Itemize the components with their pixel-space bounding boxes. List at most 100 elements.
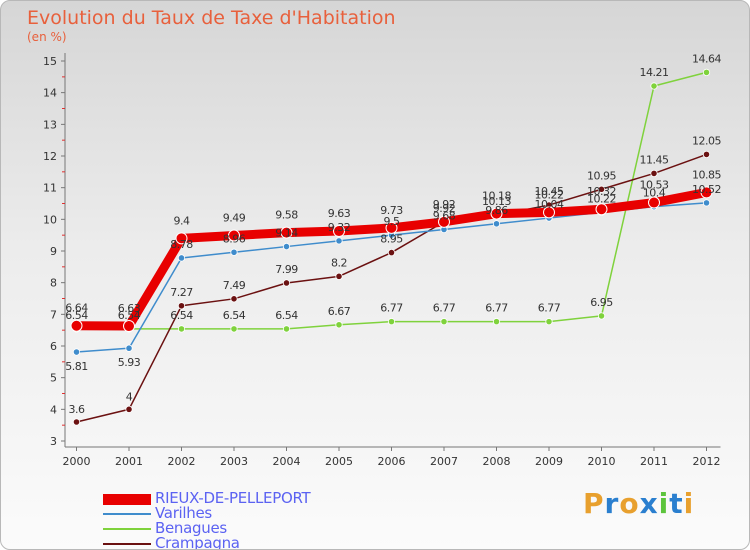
x-tick-label: 2012	[693, 455, 721, 468]
data-label: 6.77	[485, 302, 508, 315]
data-label: 9.68	[433, 209, 456, 222]
proxiti-logo: Proxiti	[583, 487, 694, 520]
x-tick-label: 2007	[430, 455, 458, 468]
data-point	[597, 312, 606, 320]
data-point	[335, 321, 343, 329]
data-label: 6.54	[118, 309, 141, 322]
x-tick-label: 2009	[535, 455, 563, 468]
data-label: 10.4	[643, 187, 666, 200]
y-tick-label: 12	[43, 150, 57, 163]
data-point	[125, 344, 133, 352]
data-label: 6.63	[118, 302, 141, 315]
y-tick-label: 9	[50, 245, 57, 258]
data-point	[702, 199, 711, 207]
data-label: 12.05	[692, 134, 721, 147]
chart-subtitle: (en %)	[27, 30, 67, 44]
legend-swatch	[103, 493, 151, 505]
data-point	[650, 82, 658, 90]
chart-title: Evolution du Taux de Taxe d'Habitation	[27, 7, 396, 29]
data-label: 8.95	[380, 233, 403, 246]
data-label: 7.99	[275, 263, 298, 276]
data-point-rieux	[280, 226, 293, 239]
x-tick-label: 2010	[588, 455, 616, 468]
data-point-rieux	[648, 196, 660, 209]
y-tick-label: 11	[43, 182, 57, 195]
data-point	[387, 248, 396, 257]
data-point	[282, 242, 291, 251]
data-point	[230, 295, 238, 303]
data-point-rieux	[70, 319, 83, 332]
data-label: 3.6	[69, 403, 85, 416]
y-tick-label: 5	[50, 372, 57, 385]
x-tick-label: 2001	[115, 455, 143, 468]
data-label: 7.27	[170, 286, 193, 299]
data-label: 8.78	[170, 238, 193, 251]
legend-label: Varilhes	[155, 504, 212, 522]
data-label: 9.5	[384, 215, 400, 228]
data-point	[597, 185, 606, 193]
data-label: 7.49	[223, 279, 246, 292]
data-label: 10.85	[692, 168, 721, 181]
data-label: 6.54	[65, 309, 88, 322]
data-label: 6.54	[275, 309, 298, 322]
data-label: 10.53	[640, 179, 669, 192]
x-tick-label: 2005	[325, 455, 353, 468]
y-tick-label: 14	[43, 87, 57, 100]
y-tick-label: 10	[43, 213, 57, 226]
data-label: 10.32	[587, 185, 616, 198]
x-tick-label: 2003	[220, 455, 248, 468]
logo-letter: i	[683, 487, 695, 520]
legend-item-0: RIEUX-DE-PELLEPORT	[103, 489, 363, 509]
data-label: 6.77	[433, 302, 456, 315]
x-tick-label: 2000	[63, 455, 91, 468]
data-point	[125, 405, 133, 413]
data-label: 9.49	[223, 211, 246, 224]
data-label: 10.13	[482, 195, 511, 208]
data-point-rieux	[543, 206, 555, 219]
y-tick-label: 3	[50, 435, 57, 448]
data-label: 10.22	[535, 188, 564, 201]
data-label: 9.92	[433, 198, 456, 211]
data-point-rieux	[490, 207, 503, 220]
data-label: 9.58	[275, 209, 298, 222]
logo-letter: i	[658, 487, 670, 520]
data-label: 9.73	[380, 204, 403, 217]
y-tick-label: 13	[43, 118, 57, 131]
data-point	[335, 272, 343, 280]
data-point	[702, 68, 711, 77]
data-point	[177, 325, 186, 333]
data-label: 9.4	[174, 214, 190, 227]
legend-label: Benagues	[155, 519, 227, 537]
legend-swatch	[103, 528, 151, 530]
x-tick-label: 2006	[378, 455, 406, 468]
data-label: 9.14	[275, 227, 298, 240]
legend-item-3: Crampagna	[103, 534, 363, 549]
data-point	[230, 325, 238, 333]
y-tick-label: 4	[50, 403, 57, 416]
data-point	[335, 237, 343, 245]
data-label: 9.63	[328, 207, 351, 220]
data-label: 11.45	[640, 153, 669, 166]
legend-swatch	[103, 543, 151, 545]
data-label: 8.2	[331, 256, 347, 269]
legend-item-2: Benagues	[103, 519, 363, 539]
data-point	[72, 418, 81, 426]
data-point-rieux	[700, 186, 713, 199]
data-label: 10.52	[692, 183, 721, 196]
data-point	[492, 220, 501, 228]
data-point	[230, 248, 238, 256]
data-label: 6.54	[170, 309, 193, 322]
y-tick-label: 7	[50, 308, 57, 321]
data-label: 4	[126, 390, 133, 403]
data-point	[177, 254, 186, 262]
legend-item-1: Varilhes	[103, 504, 363, 524]
data-point-rieux	[385, 221, 398, 234]
data-point	[702, 150, 711, 159]
data-point	[282, 325, 291, 333]
data-label: 9.32	[328, 221, 351, 234]
data-label: 10.95	[587, 169, 616, 182]
data-point	[387, 318, 396, 326]
data-label: 9.92	[433, 202, 456, 215]
data-point-rieux	[438, 215, 450, 228]
